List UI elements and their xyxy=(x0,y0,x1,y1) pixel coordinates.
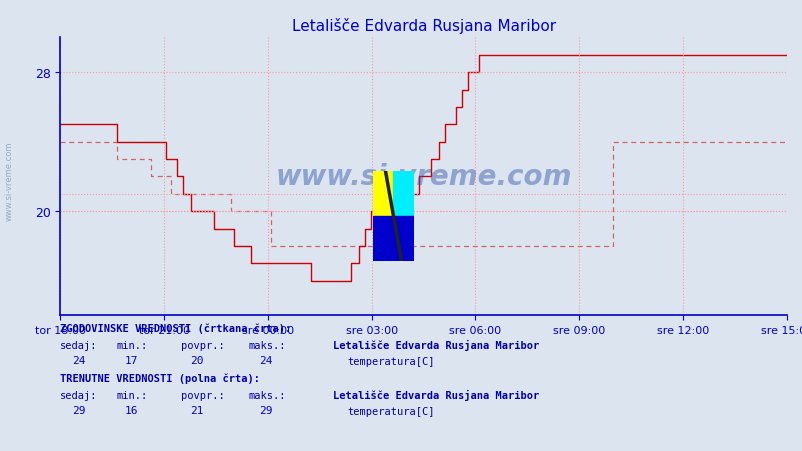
Text: ZGODOVINSKE VREDNOSTI (črtkana črta):: ZGODOVINSKE VREDNOSTI (črtkana črta): xyxy=(60,323,291,333)
Text: maks.:: maks.: xyxy=(249,390,286,400)
Bar xyxy=(393,171,413,216)
Text: 29: 29 xyxy=(259,405,273,414)
Text: maks.:: maks.: xyxy=(249,340,286,350)
Text: www.si-vreme.com: www.si-vreme.com xyxy=(275,163,571,191)
Title: Letališče Edvarda Rusjana Maribor: Letališče Edvarda Rusjana Maribor xyxy=(291,18,555,34)
Text: 16: 16 xyxy=(124,405,138,414)
Text: 29: 29 xyxy=(72,405,86,414)
Text: temperatura[C]: temperatura[C] xyxy=(346,406,434,416)
Text: TRENUTNE VREDNOSTI (polna črta):: TRENUTNE VREDNOSTI (polna črta): xyxy=(60,373,260,383)
Bar xyxy=(373,171,393,216)
Text: temperatura[C]: temperatura[C] xyxy=(346,356,434,366)
Text: 21: 21 xyxy=(190,405,204,414)
Text: 17: 17 xyxy=(124,355,138,365)
Text: sedaj:: sedaj: xyxy=(60,340,98,350)
Text: sedaj:: sedaj: xyxy=(60,390,98,400)
Text: 24: 24 xyxy=(72,355,86,365)
Text: min.:: min.: xyxy=(116,390,148,400)
Text: 24: 24 xyxy=(259,355,273,365)
Bar xyxy=(373,216,413,262)
Text: povpr.:: povpr.: xyxy=(180,340,224,350)
Text: Letališče Edvarda Rusjana Maribor: Letališče Edvarda Rusjana Maribor xyxy=(333,389,539,400)
Text: www.si-vreme.com: www.si-vreme.com xyxy=(5,141,14,220)
Text: povpr.:: povpr.: xyxy=(180,390,224,400)
Text: Letališče Edvarda Rusjana Maribor: Letališče Edvarda Rusjana Maribor xyxy=(333,339,539,350)
Text: min.:: min.: xyxy=(116,340,148,350)
Text: 20: 20 xyxy=(190,355,204,365)
